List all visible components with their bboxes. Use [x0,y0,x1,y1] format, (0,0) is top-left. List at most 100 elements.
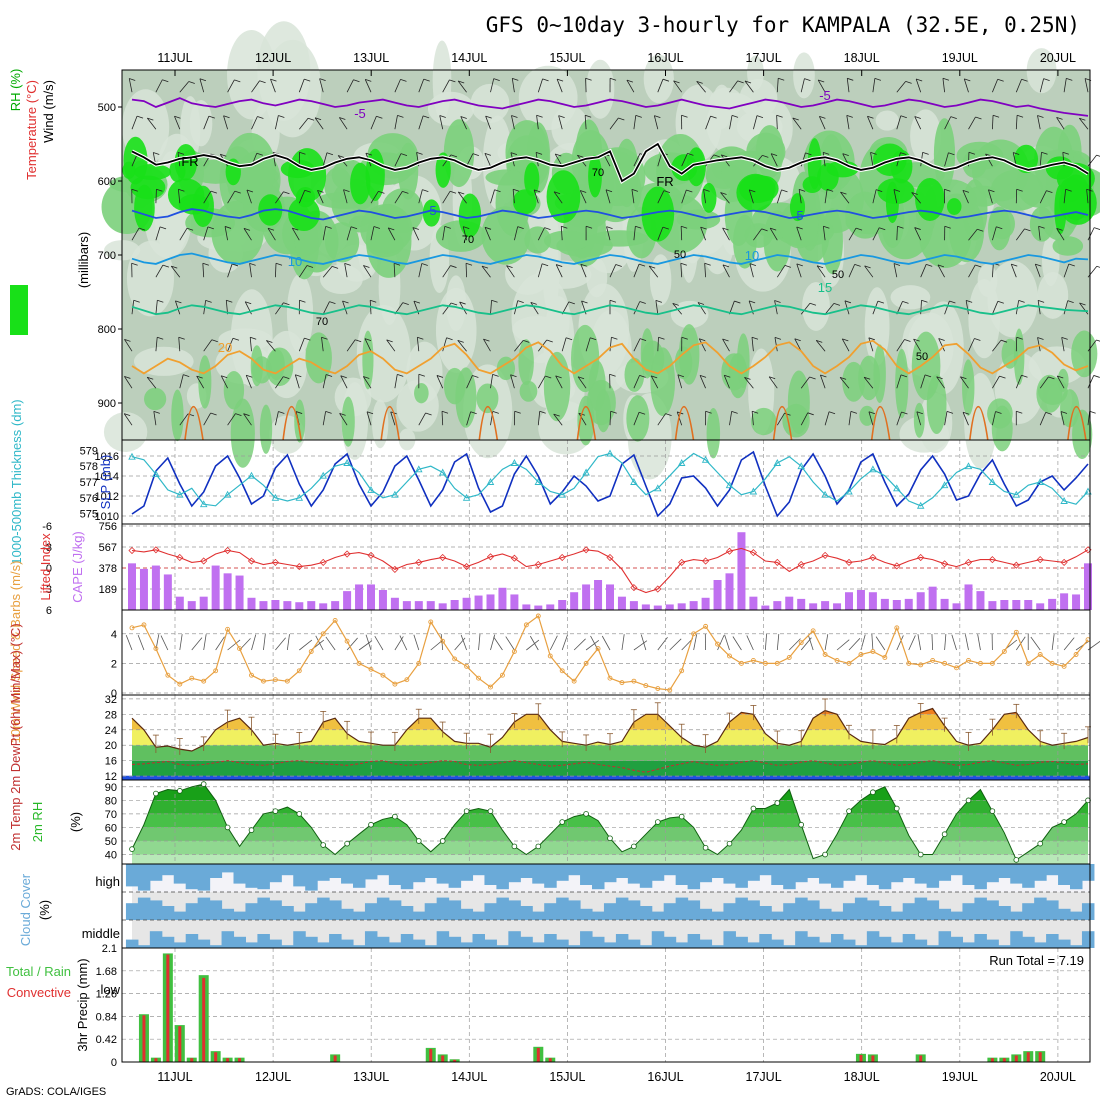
isotherm-line [131,304,1089,316]
cape-bar [199,596,208,610]
cape-bar [343,591,352,610]
wind-barb-flag [724,374,731,378]
isotherm-line [131,97,1089,117]
precip-legend-convective: Convective [7,985,71,1000]
wind-barb-flag [421,263,428,266]
wind-barb [561,337,567,352]
wind-barb-flag [876,189,883,192]
thickness-marker [534,478,543,485]
wind-barb [1087,266,1098,278]
rh-marker [200,781,207,787]
wind-barb [992,339,1002,352]
wind-barb [270,78,276,93]
wind-barb [580,264,587,278]
wind-barb [776,265,786,278]
lifted-index-marker [964,558,973,566]
wind-barb-flag [1061,337,1068,340]
cloud-bar [568,864,581,876]
wind-barb-10m [160,635,169,651]
wind-barb-10m [440,634,444,651]
wind-barb [872,78,876,93]
wind-barb-flag [962,411,970,415]
isotherm-spike [184,405,204,441]
wind-speed-marker [272,677,278,683]
wind-barb [339,117,348,130]
wind-barb-10m [358,640,373,651]
wind-barb-flag [942,77,950,81]
cloud-bar [962,903,975,920]
wind-barb-flag [196,375,203,379]
rh-low-moist-patch [259,404,273,454]
wind-barb [466,153,474,167]
wind-barb-flag [363,265,370,268]
wind-barb [558,115,563,130]
cloud-bar [472,934,485,948]
wind-barb-flag [534,189,541,193]
lifted-tick-label: -6 [42,521,52,533]
cloud-bar [998,945,1011,948]
wind-barb [729,80,738,93]
wind-speed-marker [703,623,709,629]
wind-speed-marker [1061,663,1067,669]
cloud-bar [854,864,868,876]
wind-barb-flag [893,263,901,266]
date-label-bottom: 12JUL [255,1070,291,1084]
wind-barb-flag [870,152,877,155]
wind-barb-flag [944,188,951,192]
wind-barb [992,226,997,241]
wind-speed-marker [129,625,135,631]
wind-barb [123,413,133,426]
wind-barb [481,265,491,278]
wind-speed-marker [392,681,398,687]
wind-barb [370,226,375,241]
wind-barb-flag [188,81,195,84]
cloud-bar [424,945,438,948]
cloud-bar [221,864,235,873]
wind-barb-10m [573,638,586,651]
cloud-bar [890,942,904,948]
wind-barb [512,189,515,204]
wind-barb [579,190,587,204]
wind-barb-flag [722,338,729,342]
wind-barb-flag [962,189,970,193]
wind-barb-flag [938,338,945,341]
lifted-tick-label: 3 [46,584,52,596]
cape-bar [522,604,531,610]
rh-marker [583,811,589,817]
thickness-marker [725,481,734,489]
wind-barb [992,115,994,130]
wind-barb-flag [472,153,479,157]
wind-barb [506,265,515,278]
wind-speed-marker [153,646,159,652]
thickness-marker [964,462,973,470]
cloud-bar [161,864,175,876]
wind-barb-flag [439,115,446,118]
wind-barb [631,189,635,204]
wind-tick-label: 4 [111,629,117,641]
cloud-bar [950,936,963,948]
rh-dry-patch [793,52,815,99]
wind-barb-flag [705,410,712,414]
cloud-bar [293,864,306,887]
wind-barb-flag [510,152,518,156]
wind-barb-10m [460,634,467,651]
wind-barb-10m [493,636,503,651]
lifted-axis-label: Lifted Index [38,533,53,601]
wind-barb-flag [331,266,339,269]
wind-barb-flag [270,78,277,82]
rh-moist-patch [505,120,549,185]
rh-dry-patch [1026,48,1057,94]
rh-dry-patch [470,83,510,124]
wind-barb [749,263,754,278]
pressure-tick-label: 700 [98,250,116,262]
wind-barb-10m [454,637,466,651]
precip-tick-label: 1.68 [96,966,117,978]
wind-barb-flag [555,153,562,157]
wind-barb-flag [681,225,688,229]
rh-low-moist-patch [230,398,255,468]
wind-barb-flag [472,375,479,378]
wind-barb [896,339,905,352]
rh-marker [941,831,948,837]
wind-barb [514,340,524,352]
wind-barb-flag [266,340,273,343]
